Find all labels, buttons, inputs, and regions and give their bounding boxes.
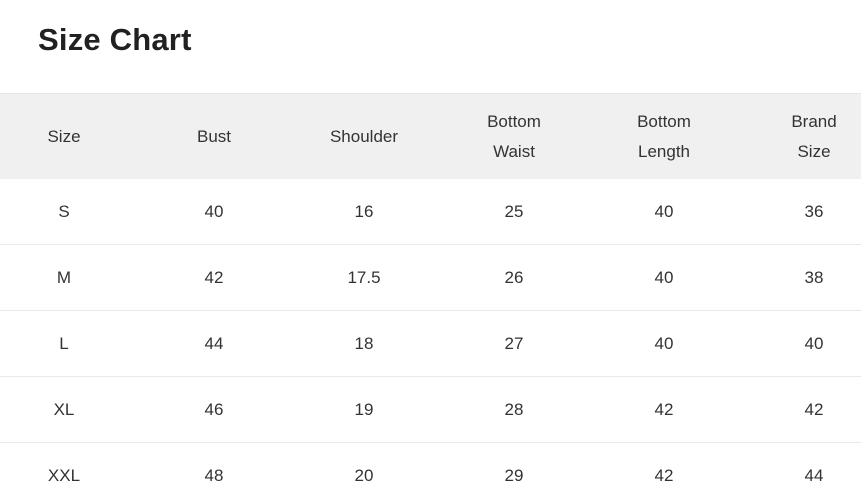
size-chart-header-row: Size Bust Shoulder Bottom Waist Bottom Lengt… <box>0 93 861 179</box>
table-cell: 44 <box>204 333 224 353</box>
table-cell: 46 <box>204 399 224 419</box>
table-cell: 36 <box>804 201 824 221</box>
table-cell: S <box>58 201 70 221</box>
column-header-bottom-waist: Bottom Waist <box>439 93 589 179</box>
table-cell: 28 <box>504 399 524 419</box>
column-header-size: Size <box>0 93 139 179</box>
column-header-shoulder: Shoulder <box>289 93 439 179</box>
table-cell: 40 <box>804 333 824 353</box>
table-cell: 26 <box>504 267 524 287</box>
table-cell: 48 <box>204 465 224 485</box>
table-cell: M <box>56 267 72 287</box>
table-row: XXL 48 20 29 42 44 <box>0 443 861 502</box>
table-cell: 42 <box>654 465 674 485</box>
table-row: S 40 16 25 40 36 <box>0 179 861 245</box>
table-cell: 27 <box>504 333 524 353</box>
column-header-bottom-length: Bottom Length <box>589 93 739 179</box>
table-cell: 40 <box>654 267 674 287</box>
table-cell: 42 <box>804 399 824 419</box>
table-cell: 19 <box>354 399 374 419</box>
table-cell: 16 <box>354 201 374 221</box>
size-chart-header: Size Bust Shoulder Bottom Waist Bottom Lengt… <box>0 93 861 179</box>
table-cell: 44 <box>804 465 824 485</box>
table-cell: 42 <box>654 399 674 419</box>
table-cell: 38 <box>804 267 824 287</box>
table-cell: XXL <box>47 465 81 485</box>
table-cell: L <box>59 333 69 353</box>
table-cell: 40 <box>204 201 224 221</box>
table-cell: 40 <box>654 201 674 221</box>
table-cell: 29 <box>504 465 524 485</box>
page-title: Size Chart <box>38 22 192 57</box>
table-cell: 20 <box>354 465 374 485</box>
table-cell: XL <box>53 399 75 419</box>
table-row: XL 46 19 28 42 42 <box>0 377 861 443</box>
column-header-brand-size: Brand Size <box>739 93 861 179</box>
table-cell: 17.5 <box>347 267 381 287</box>
table-cell: 25 <box>504 201 524 221</box>
size-chart-table: Size Bust Shoulder Bottom Waist Bottom Lengt… <box>0 93 861 502</box>
table-cell: 42 <box>204 267 224 287</box>
column-header-bust: Bust <box>139 93 289 179</box>
size-chart-body: S 40 16 25 40 36 M 42 17.5 26 40 38 L 44 18 27 40 40 XL 46 1… <box>0 179 861 502</box>
table-cell: 40 <box>654 333 674 353</box>
table-row: M 42 17.5 26 40 38 <box>0 245 861 311</box>
table-cell: 18 <box>354 333 374 353</box>
table-scroll-area: Size Bust Shoulder Bottom Waist Bottom Lengt… <box>0 93 861 502</box>
table-row: L 44 18 27 40 40 <box>0 311 861 377</box>
